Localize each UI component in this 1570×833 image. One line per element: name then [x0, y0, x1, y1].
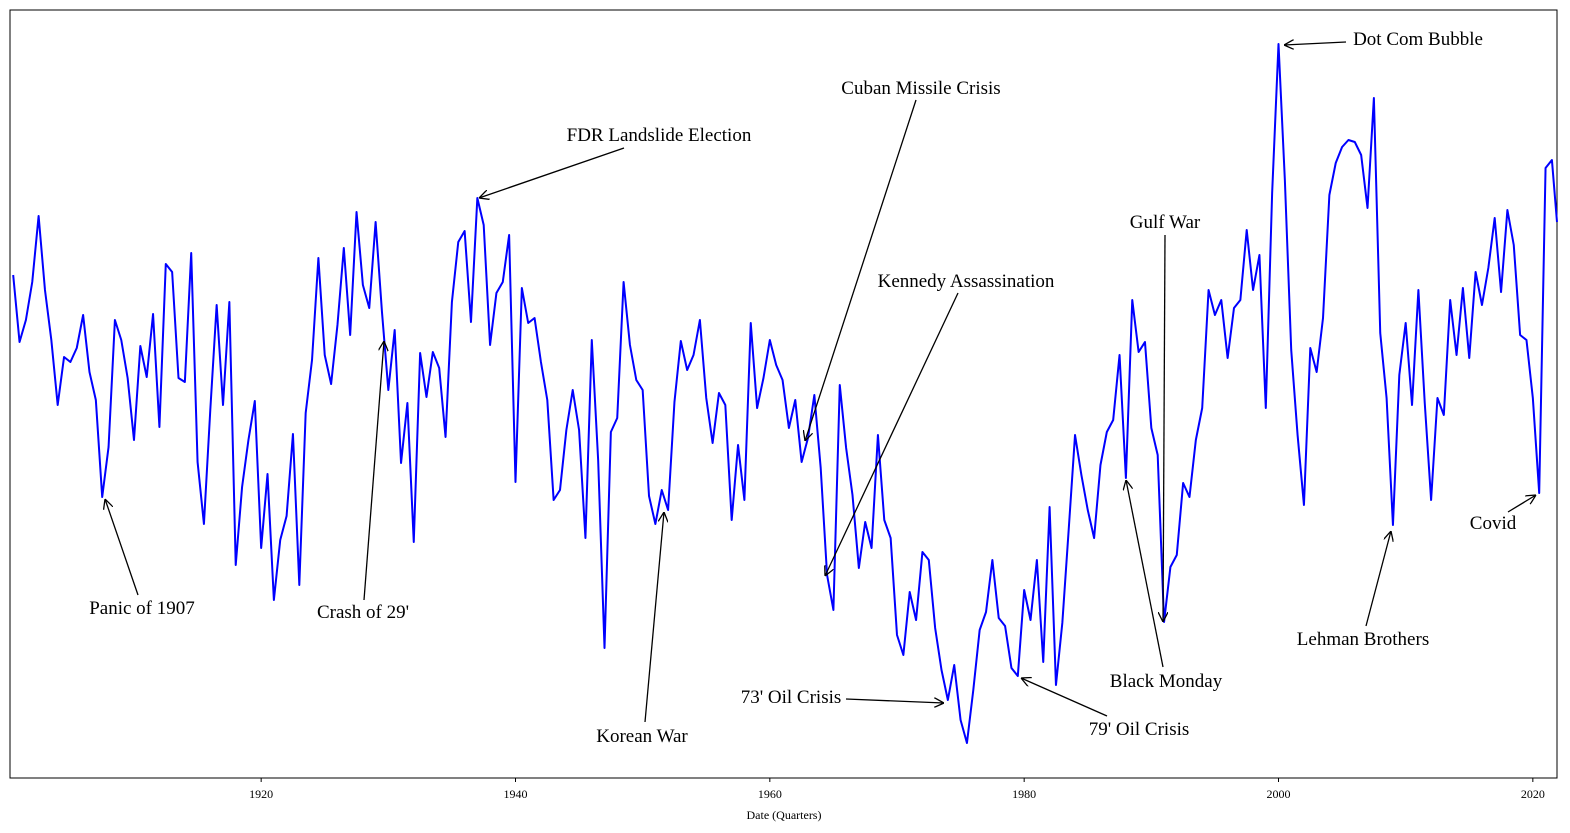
annotation: Korean War — [596, 726, 688, 747]
x-tick-label: 1940 — [503, 787, 527, 801]
annotation-arrow — [1163, 234, 1165, 622]
annotation-arrow — [644, 512, 664, 723]
x-tick-label: 1980 — [1012, 787, 1036, 801]
annotation-arrow — [1507, 495, 1536, 513]
data-line — [12, 43, 1558, 744]
annotation: 79' Oil Crisis — [1089, 719, 1190, 740]
annotation: Gulf War — [1130, 212, 1201, 233]
annotation: Panic of 1907 — [89, 598, 195, 619]
x-tick-label: 1920 — [249, 787, 273, 801]
x-tick-label: 2000 — [1267, 787, 1291, 801]
annotation: Crash of 29' — [317, 602, 409, 623]
annotation: Lehman Brothers — [1297, 629, 1429, 650]
annotation-arrow — [105, 499, 139, 596]
plot-frame — [9, 9, 1558, 779]
annotation: Cuban Missile Crisis — [841, 78, 1000, 99]
annotation: Dot Com Bubble — [1353, 29, 1483, 50]
annotation-arrow — [1021, 678, 1108, 717]
annotation: FDR Landslide Election — [567, 125, 752, 146]
annotation-arrow — [1365, 531, 1391, 627]
annotation: 73' Oil Crisis — [741, 687, 842, 708]
annotation: Black Monday — [1110, 671, 1223, 692]
annotation-arrow — [479, 147, 625, 198]
annotation-arrow — [825, 292, 959, 576]
annotation-arrow — [805, 99, 917, 441]
annotation-arrow — [1284, 42, 1347, 45]
annotation-arrow — [845, 699, 944, 703]
x-axis-label: Date (Quarters) — [747, 808, 822, 822]
x-tick-label: 1960 — [758, 787, 782, 801]
annotation-arrow — [1126, 480, 1164, 668]
annotation: Kennedy Assassination — [878, 271, 1055, 292]
annotation: Covid — [1470, 513, 1517, 534]
x-tick-label: 2020 — [1521, 787, 1545, 801]
annotation-arrow — [363, 341, 384, 601]
